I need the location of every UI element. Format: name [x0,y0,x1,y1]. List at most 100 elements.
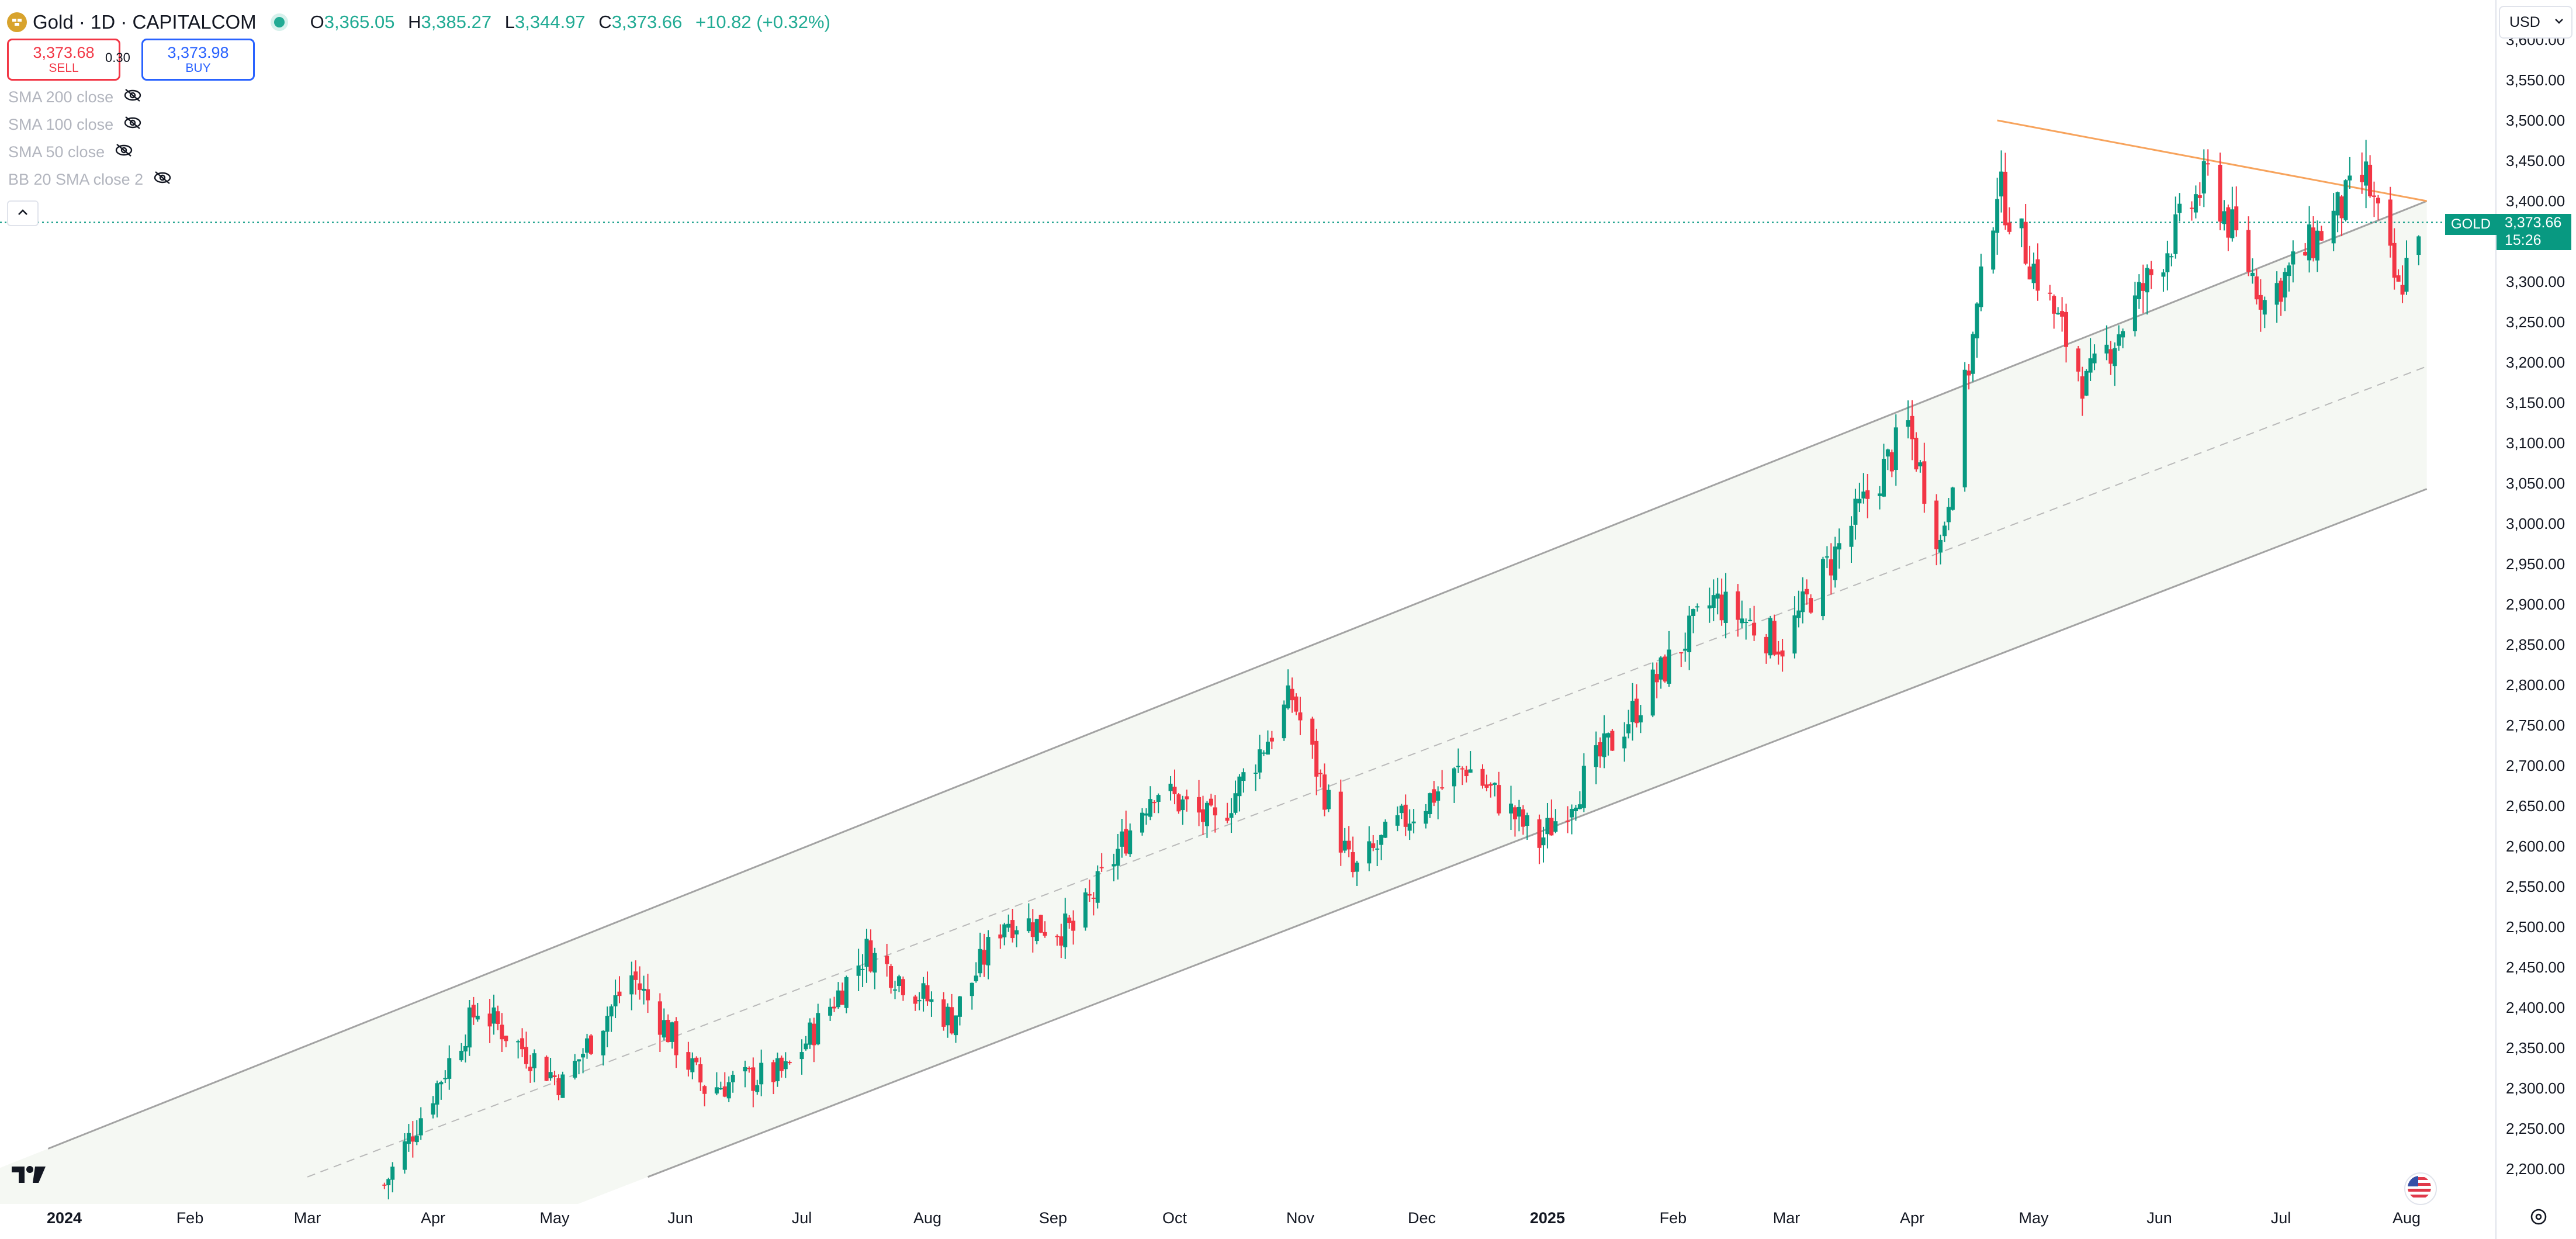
candle-down[interactable] [1497,785,1501,814]
candle-up[interactable] [532,1053,536,1068]
candle-up[interactable] [1140,812,1145,833]
candle-down[interactable] [2064,312,2069,347]
candle-up[interactable] [435,1083,439,1105]
candle-up[interactable] [2173,214,2178,254]
candle-up[interactable] [1411,821,1416,823]
candle-down[interactable] [1566,821,1570,822]
candle-down[interactable] [2205,163,2210,165]
candle-down[interactable] [901,979,905,995]
candle-up[interactable] [491,1007,496,1024]
candle-down[interactable] [2279,281,2283,302]
candle-up[interactable] [577,1059,581,1062]
candle-down[interactable] [674,1021,678,1055]
candle-up[interactable] [2019,218,2024,229]
candle-down[interactable] [2246,230,2251,272]
candle-down[interactable] [1059,936,1064,946]
candle-down[interactable] [487,1013,492,1027]
candle-down[interactable] [1201,809,1206,822]
candle-up[interactable] [439,1082,444,1085]
candle-down[interactable] [840,990,844,1005]
candle-up[interactable] [463,1046,468,1052]
candle-up[interactable] [1144,813,1148,816]
candle-down[interactable] [1432,789,1436,803]
candle-down[interactable] [686,1052,691,1070]
candle-up[interactable] [1979,267,1983,307]
candle-down[interactable] [950,1007,954,1034]
candle-up[interactable] [896,976,901,986]
candle-up[interactable] [1861,492,1866,499]
candle-down[interactable] [617,991,622,996]
candle-up[interactable] [978,949,982,974]
candle-down[interactable] [941,999,946,1027]
candle-up[interactable] [1820,559,1825,617]
candle-down[interactable] [496,1011,500,1024]
candle-down[interactable] [524,1047,529,1064]
candle-up[interactable] [1991,230,1996,270]
candle-up[interactable] [844,977,849,1008]
candle-down[interactable] [1176,794,1181,812]
candle-down[interactable] [1780,650,1785,657]
candle-down[interactable] [2368,164,2373,196]
candle-up[interactable] [974,975,978,982]
candle-up[interactable] [1796,610,1801,618]
candle-up[interactable] [1971,334,1975,374]
candle-up[interactable] [957,996,962,1017]
candle-down[interactable] [1654,674,1659,683]
candle-down[interactable] [1091,897,1096,899]
candle-up[interactable] [573,1061,577,1078]
candle-up[interactable] [2307,224,2312,261]
candle-up[interactable] [1063,913,1068,947]
candle-up[interactable] [459,1050,464,1061]
candle-up[interactable] [1570,808,1574,818]
candle-down[interactable] [1719,594,1724,621]
candle-down[interactable] [2218,164,2222,222]
candle-down[interactable] [500,1025,504,1040]
candle-up[interactable] [1452,768,1456,787]
candle-up[interactable] [1885,449,1890,457]
candle-down[interactable] [2319,231,2324,241]
candle-up[interactable] [2416,236,2421,255]
candle-down[interactable] [2226,207,2231,238]
candle-up[interactable] [860,968,865,970]
candle-up[interactable] [1962,369,1967,487]
candle-up[interactable] [1683,648,1688,651]
candle-up[interactable] [2145,268,2149,293]
candle-up[interactable] [402,1141,407,1170]
candle-up[interactable] [2088,358,2093,373]
candle-down[interactable] [528,1067,532,1071]
candle-up[interactable] [1034,919,1039,942]
candle-down[interactable] [2234,206,2239,231]
candle-up[interactable] [872,953,877,973]
candle-up[interactable] [1849,525,1854,547]
candle-up[interactable] [642,988,646,991]
candle-up[interactable] [1342,840,1347,851]
candle-down[interactable] [1403,804,1408,827]
candle-up[interactable] [1602,733,1606,757]
time-axis[interactable]: 2024 Feb Mar Apr May Jun Jul Aug Sep Oct Nov Dec 202… [0,1204,2576,1239]
candle-up[interactable] [946,1006,950,1026]
candle-up[interactable] [2201,161,2206,194]
candle-down[interactable] [1484,784,1489,788]
candle-up[interactable] [1383,821,1388,838]
candle-down[interactable] [2189,207,2194,209]
candle-down[interactable] [1172,787,1177,794]
candle-up[interactable] [1286,685,1290,708]
candle-up[interactable] [662,1020,666,1038]
candle-up[interactable] [808,1022,812,1045]
candle-down[interactable] [694,1057,699,1063]
candle-up[interactable] [613,995,618,1006]
symbol-title[interactable]: Gold · 1D · CAPITALCOM [33,11,257,33]
candle-down[interactable] [1480,769,1485,786]
candle-up[interactable] [1436,791,1441,801]
candle-down[interactable] [1294,696,1299,712]
candle-down[interactable] [2027,267,2032,280]
candle-down[interactable] [812,1023,816,1046]
candle-up[interactable] [2315,230,2319,261]
candle-up[interactable] [743,1067,747,1072]
candle-up[interactable] [1893,427,1898,470]
candle-up[interactable] [1545,818,1550,835]
candle-down[interactable] [1549,818,1554,836]
candle-up[interactable] [1824,556,1829,558]
candle-up[interactable] [1881,458,1886,497]
candle-up[interactable] [581,1054,586,1058]
